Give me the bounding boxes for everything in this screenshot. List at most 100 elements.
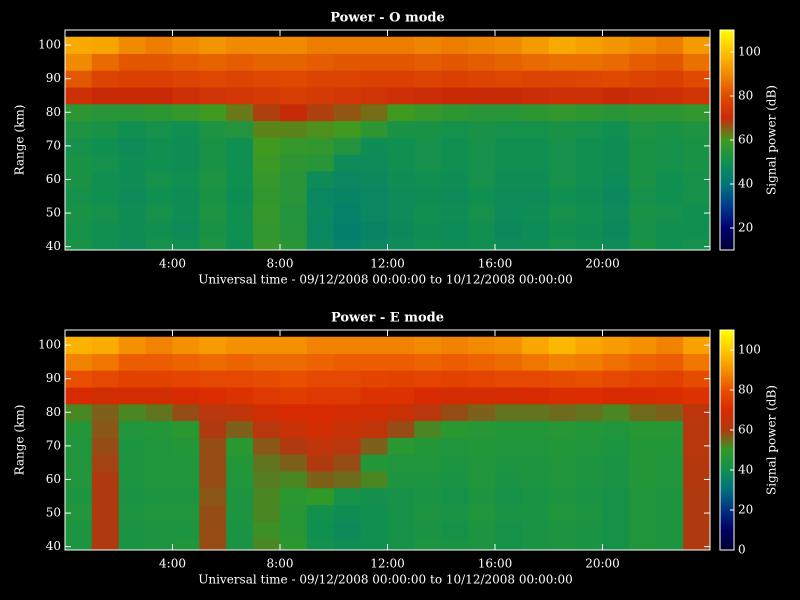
heat-cell xyxy=(468,221,496,239)
heat-cell xyxy=(226,353,254,371)
heat-cell xyxy=(387,187,415,206)
heat-cell xyxy=(495,471,523,489)
heat-cell xyxy=(468,353,496,371)
heat-cell xyxy=(172,538,200,550)
heat-cell xyxy=(414,187,442,206)
heat-cell xyxy=(387,238,415,250)
heat-cell xyxy=(65,171,93,189)
heat-cell xyxy=(548,204,577,222)
heat-cell xyxy=(172,521,200,539)
heat-cell xyxy=(629,103,657,122)
heat-cell xyxy=(306,120,335,138)
heat-cell xyxy=(441,454,469,472)
x-axis-title: Universal time - 09/12/2008 00:00:00 to … xyxy=(198,573,573,587)
heat-cell xyxy=(306,154,335,172)
heat-cell xyxy=(468,387,496,405)
heat-cell xyxy=(253,370,281,388)
heat-cell xyxy=(253,53,281,71)
heat-cell xyxy=(65,387,93,405)
heat-cell xyxy=(414,154,442,172)
heat-cell xyxy=(629,36,657,54)
heat-cell xyxy=(199,103,227,122)
colorbar-tick-label: 100 xyxy=(738,45,761,59)
heat-cell xyxy=(253,403,281,422)
heat-cell xyxy=(629,471,657,489)
heat-cell xyxy=(414,403,442,422)
heat-cell xyxy=(226,36,254,54)
heat-cell xyxy=(602,538,630,550)
heatmap xyxy=(65,336,710,550)
heat-cell xyxy=(521,504,550,522)
heat-cell xyxy=(441,420,469,438)
heat-cell xyxy=(280,221,308,239)
heat-cell xyxy=(656,504,684,522)
heat-cell xyxy=(145,454,173,472)
heat-cell xyxy=(683,204,710,222)
heat-cell xyxy=(468,437,496,455)
heat-cell xyxy=(280,187,308,206)
heat-cell xyxy=(629,204,657,222)
heat-cell xyxy=(441,36,469,54)
heat-cell xyxy=(629,504,657,522)
heat-cell xyxy=(226,87,254,105)
y-tick-label: 60 xyxy=(46,172,61,186)
heat-cell xyxy=(333,70,362,88)
heat-cell xyxy=(414,437,442,455)
heat-cell xyxy=(387,154,415,172)
heat-cell xyxy=(118,137,147,155)
heat-cell xyxy=(521,487,550,506)
heat-cell xyxy=(683,171,710,189)
heat-cell xyxy=(65,120,93,138)
heat-cell xyxy=(333,504,362,522)
heat-cell xyxy=(333,154,362,172)
heat-cell xyxy=(656,387,684,405)
heat-cell xyxy=(65,370,93,388)
heat-cell xyxy=(629,454,657,472)
heat-cell xyxy=(91,154,120,172)
heat-cell xyxy=(145,504,173,522)
heat-cell xyxy=(199,187,227,206)
heat-cell xyxy=(629,221,657,239)
heat-cell xyxy=(629,387,657,405)
colorbar-tick-label: 20 xyxy=(738,221,753,235)
heat-cell xyxy=(387,221,415,239)
heat-cell xyxy=(118,187,147,206)
heat-cell xyxy=(495,538,523,550)
heat-cell xyxy=(602,238,630,250)
heat-cell xyxy=(602,53,630,71)
heat-cell xyxy=(226,487,254,506)
heat-cell xyxy=(306,504,335,522)
heat-cell xyxy=(575,471,603,489)
heat-cell xyxy=(602,70,630,88)
heat-cell xyxy=(495,221,523,239)
heat-cell xyxy=(172,454,200,472)
heat-cell xyxy=(629,53,657,71)
y-tick-label: 90 xyxy=(46,371,61,385)
heat-cell xyxy=(199,221,227,239)
heat-cell xyxy=(333,403,362,422)
heat-cell xyxy=(656,238,684,250)
heat-cell xyxy=(280,238,308,250)
heat-cell xyxy=(683,87,710,105)
heat-cell xyxy=(226,137,254,155)
heat-cell xyxy=(575,420,603,438)
heat-cell xyxy=(333,238,362,250)
heat-cell xyxy=(65,137,93,155)
heat-cell xyxy=(414,353,442,371)
heat-cell xyxy=(414,221,442,239)
heat-cell xyxy=(360,403,388,422)
heat-cell xyxy=(602,420,630,438)
heat-cell xyxy=(656,370,684,388)
heat-cell xyxy=(280,487,308,506)
heat-cell xyxy=(253,238,281,250)
heat-cell xyxy=(441,171,469,189)
heat-cell xyxy=(495,120,523,138)
heat-cell xyxy=(656,120,684,138)
heat-cell xyxy=(495,487,523,506)
heat-cell xyxy=(575,187,603,206)
y-tick-label: 80 xyxy=(46,405,61,419)
heat-cell xyxy=(65,221,93,239)
heat-cell xyxy=(306,238,335,250)
heat-cell xyxy=(253,387,281,405)
heat-cell xyxy=(65,353,93,371)
